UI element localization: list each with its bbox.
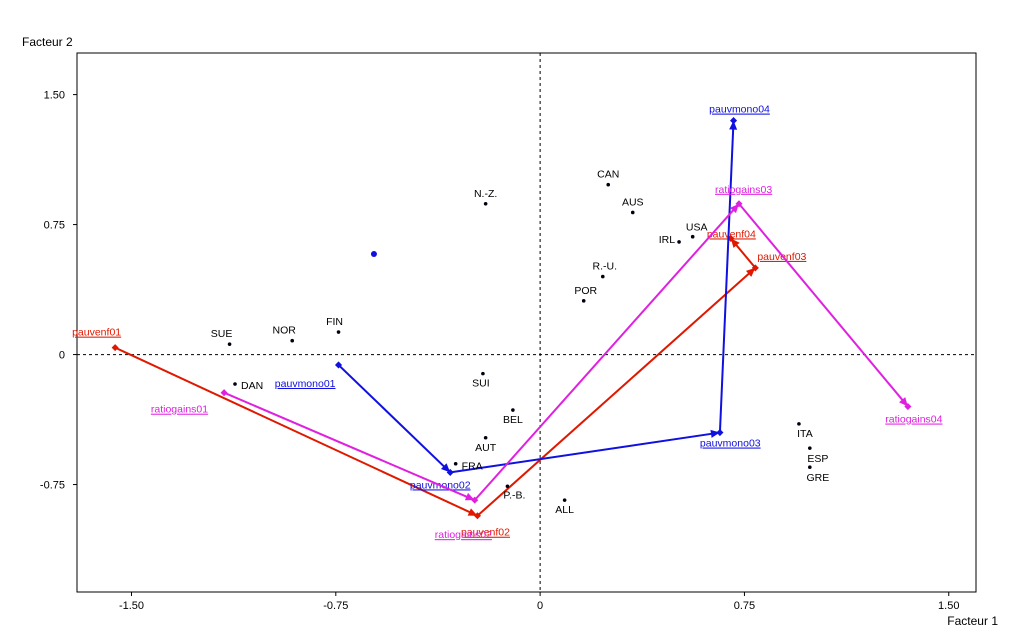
country-point xyxy=(453,461,458,466)
country-label: R.-U. xyxy=(593,261,618,273)
country-label: GRE xyxy=(806,472,829,484)
trajectory-arrowhead xyxy=(899,397,908,407)
trajectory-point xyxy=(751,264,759,272)
country-label: POR xyxy=(574,285,597,297)
country-point xyxy=(227,342,232,346)
trajectory-point xyxy=(904,403,912,411)
y-tick-label: 0.75 xyxy=(44,220,65,232)
country-label: CAN xyxy=(597,169,619,181)
country-label: AUT xyxy=(475,442,497,454)
country-label: SUE xyxy=(211,328,233,340)
trajectory-arrowhead xyxy=(467,508,478,516)
country-point xyxy=(233,382,237,386)
trajectory-arrowhead xyxy=(710,429,720,438)
country-point xyxy=(336,330,341,334)
country-label: ALL xyxy=(555,504,574,516)
x-tick-label: 0.75 xyxy=(734,600,755,612)
trajectory-point xyxy=(111,344,119,352)
country-point xyxy=(481,371,485,376)
country-label: ESP xyxy=(807,453,828,465)
x-tick-label: -1.50 xyxy=(119,600,144,612)
trajectory-label: ratiogains01 xyxy=(151,404,208,416)
country-label: FIN xyxy=(326,316,343,328)
trajectory-arrowhead xyxy=(730,238,740,248)
x-tick-label: 0 xyxy=(537,600,543,612)
trajectory-arrowhead xyxy=(464,492,475,501)
y-tick-label: 1.50 xyxy=(44,90,65,102)
trajectory-label: pauvenf02 xyxy=(461,527,510,539)
country-point xyxy=(562,498,567,502)
trajectory-label: ratiogains03 xyxy=(715,184,772,196)
trajectory-label: pauvenf03 xyxy=(757,251,806,263)
country-label: NOR xyxy=(273,325,297,337)
series-layer: pauvenf01pauvenf02pauvenf03pauvenf04pauv… xyxy=(72,104,943,542)
trajectory-segment xyxy=(337,364,451,474)
trajectory-label: pauvmono03 xyxy=(700,438,761,450)
country-point xyxy=(690,234,695,239)
series-ratiogains: ratiogains01 ratiogains02 ratiogains03 rati… xyxy=(151,184,943,541)
x-axis-title: Facteur 1 xyxy=(947,614,998,628)
unlabeled-point xyxy=(370,251,377,258)
series-pauvmono: pauvmono01pauvmono02pauvmono03pauvmono04 xyxy=(275,104,770,492)
trajectory-point xyxy=(334,361,343,369)
country-point xyxy=(630,210,635,215)
trajectory-arrowhead xyxy=(440,463,451,473)
trajectory-arrowhead xyxy=(745,267,756,277)
country-label: FRA xyxy=(462,461,483,473)
trajectory-segment xyxy=(223,391,476,502)
trajectory-segment xyxy=(476,267,757,517)
country-point xyxy=(808,465,812,470)
country-label: BEL xyxy=(503,414,523,426)
x-tick-label: -0.75 xyxy=(323,600,348,612)
country-point xyxy=(677,240,681,244)
trajectory-label: pauvmono01 xyxy=(275,378,336,390)
country-point xyxy=(483,435,488,440)
trajectory-point xyxy=(471,496,479,504)
y-tick-label: -0.75 xyxy=(40,480,65,492)
x-tick-label: 1.50 xyxy=(938,600,959,612)
country-point xyxy=(606,182,611,187)
country-label: AUS xyxy=(622,196,644,208)
country-label: IRL xyxy=(659,234,676,246)
country-point xyxy=(505,484,510,489)
trajectory-segment xyxy=(718,120,735,433)
trajectory-point xyxy=(473,512,481,520)
y-axis-title: Facteur 2 xyxy=(22,35,73,49)
trajectory-point xyxy=(716,429,724,437)
plot-frame xyxy=(76,52,977,593)
country-point xyxy=(290,338,295,343)
y-tick-label: 0 xyxy=(59,350,65,362)
trajectory-segment xyxy=(450,431,721,474)
points-layer: CAN AUS N.-Z. IRL USA R.-U. POR FIN NOR SUE DAN SUI… xyxy=(211,169,829,516)
trajectory-label: pauvenf04 xyxy=(707,228,756,240)
trajectory-point xyxy=(735,200,743,208)
trajectory-label: ratiogains04 xyxy=(885,414,942,426)
trajectory-segment xyxy=(738,203,909,408)
country-point xyxy=(581,299,586,303)
country-point xyxy=(511,408,515,412)
country-point xyxy=(808,446,812,450)
country-point xyxy=(797,422,801,426)
trajectory-arrowhead xyxy=(729,120,738,130)
country-label: ITA xyxy=(797,428,813,440)
trajectory-arrowhead xyxy=(730,203,739,214)
trajectory-segment xyxy=(473,203,740,501)
trajectory-segment xyxy=(114,346,478,517)
country-label: SUI xyxy=(472,378,490,390)
country-label: N.-Z. xyxy=(474,188,497,200)
country-label: USA xyxy=(686,222,708,234)
trajectory-label: pauvenf01 xyxy=(72,327,121,339)
trajectory-point xyxy=(446,468,454,476)
country-label: P.-B. xyxy=(503,489,525,501)
country-label: DAN xyxy=(241,380,263,392)
country-point xyxy=(600,274,605,279)
country-point xyxy=(483,201,488,206)
axis-ticks: -1.50 -0.75 0 0.75 1.50 -0.75 0 0.75 1.50 xyxy=(40,90,960,612)
trajectory-label: ratiogains02 xyxy=(435,529,492,541)
trajectory-label: pauvmono04 xyxy=(709,104,770,116)
trajectory-point xyxy=(220,389,228,397)
trajectory-point xyxy=(730,117,738,125)
